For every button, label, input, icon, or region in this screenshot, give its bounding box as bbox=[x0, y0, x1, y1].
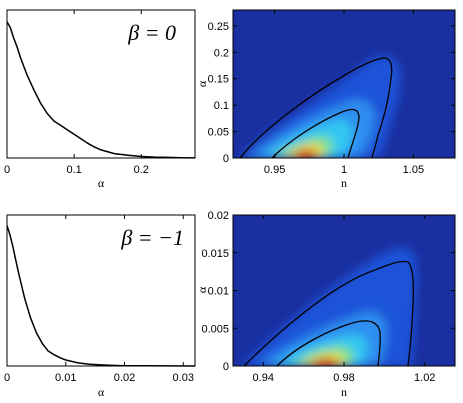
y-tick-label: 0.005 bbox=[201, 323, 229, 335]
x-tick-label: 0.02 bbox=[114, 372, 135, 384]
density-peak bbox=[312, 359, 336, 366]
y-axis-label: α bbox=[195, 80, 209, 87]
x-tick-label: 0.2 bbox=[134, 164, 149, 176]
series-line-beta-minus-1 bbox=[6, 225, 196, 367]
x-axis-label: n bbox=[341, 176, 347, 190]
x-tick-label: 1.05 bbox=[403, 164, 424, 176]
annotation-beta-0: β = 0 bbox=[127, 20, 176, 45]
contour-outer bbox=[239, 57, 393, 158]
panel-bottom-right: 0.94 0.98 1.02 0 0.005 0.01 0.015 0.02 n α bbox=[195, 210, 456, 399]
y-tick-label: 0.05 bbox=[208, 127, 229, 139]
x-axis-label: n bbox=[341, 385, 347, 399]
x-tick-label: 0.01 bbox=[55, 372, 76, 384]
x-tick-label: 0.03 bbox=[173, 372, 194, 384]
x-axis-label: α bbox=[98, 176, 105, 190]
x-axis-label: α bbox=[98, 385, 105, 399]
x-tick-label: 0 bbox=[4, 164, 10, 176]
x-tick-label: 0.1 bbox=[66, 164, 81, 176]
annotation-beta-minus-1: β = −1 bbox=[120, 225, 184, 250]
x-tick-label: 0.94 bbox=[253, 372, 274, 384]
contour-inner bbox=[276, 320, 381, 366]
y-tick-label: 0.01 bbox=[208, 286, 229, 298]
panel-top-right: 0.95 1 1.05 0 0.05 0.1 0.15 0.2 0.25 n α bbox=[195, 9, 456, 190]
y-axis-label: α bbox=[195, 286, 209, 293]
x-tick-label: 1.02 bbox=[414, 372, 435, 384]
panel-top-left: 0 0.1 0.2 β = 0 α bbox=[4, 9, 196, 190]
contour-outer bbox=[243, 260, 414, 366]
density-field bbox=[240, 247, 417, 366]
density-peak bbox=[295, 151, 313, 158]
panel-bottom-left: 0 0.01 0.02 0.03 β = −1 α bbox=[4, 214, 196, 399]
plot-frame bbox=[6, 214, 196, 367]
plot-frame bbox=[6, 9, 196, 159]
x-tick-label: 1 bbox=[341, 164, 347, 176]
contour-inner bbox=[271, 108, 360, 158]
density-field bbox=[238, 55, 401, 158]
x-tick-label: 0 bbox=[4, 372, 10, 384]
x-tick-label: 0.95 bbox=[264, 164, 285, 176]
y-tick-label: 0.02 bbox=[208, 210, 229, 222]
y-tick-label: 0 bbox=[223, 153, 229, 165]
y-tick-label: 0.2 bbox=[214, 47, 229, 59]
series-line-beta-0 bbox=[6, 21, 196, 159]
y-tick-label: 0 bbox=[223, 361, 229, 373]
y-tick-label: 0.25 bbox=[208, 21, 229, 33]
y-tick-label: 0.15 bbox=[208, 74, 229, 86]
y-tick-label: 0.015 bbox=[201, 248, 229, 260]
x-tick-label: 0.98 bbox=[333, 372, 354, 384]
y-tick-label: 0.1 bbox=[214, 100, 229, 112]
